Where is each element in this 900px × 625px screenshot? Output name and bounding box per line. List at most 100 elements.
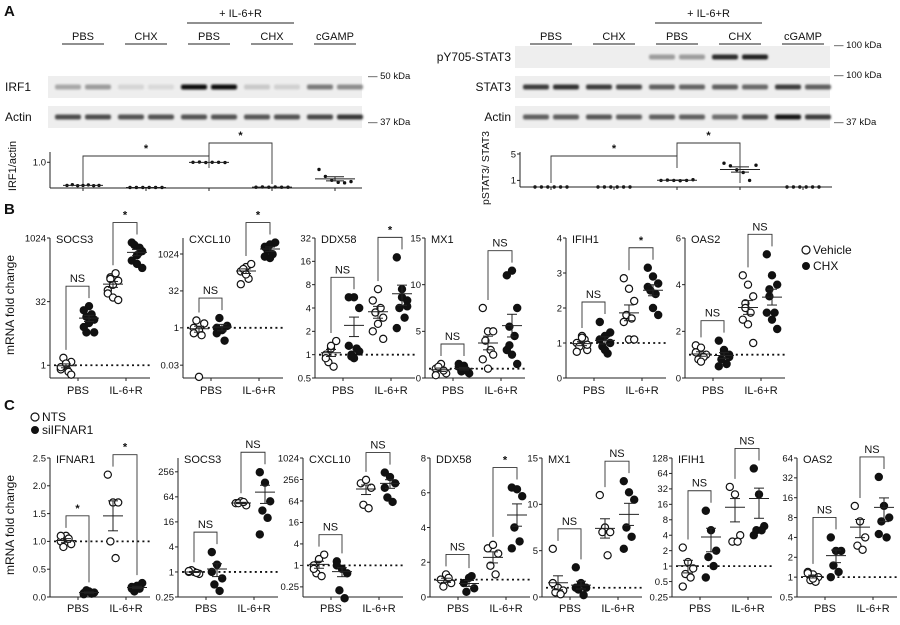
kda-marker: — 37 kDa [368, 117, 411, 128]
significance-label: NS [323, 522, 338, 534]
data-point-filled [834, 567, 843, 577]
x-tick-label: IL-6+R [856, 603, 889, 615]
data-point-filled [619, 476, 629, 486]
plot-title: IFNAR1 [56, 454, 95, 466]
y-tick-label: 4 [306, 303, 311, 314]
x-tick-label: IL-6+R [625, 385, 658, 397]
y-tick-label: 2 [306, 327, 311, 338]
data-point-open [686, 573, 695, 582]
data-point-filled [571, 583, 581, 592]
kda-marker: — 37 kDa [834, 117, 877, 128]
open-circle-marker-icon [801, 245, 811, 255]
data-point [70, 182, 75, 187]
panel-label-a: A [4, 3, 15, 20]
y-tick-label: 0.03 [161, 360, 180, 371]
data-point-open [488, 540, 498, 550]
data-point-filled [627, 532, 636, 541]
y-tick-label: 4 [676, 280, 681, 291]
plot-title: SOCS3 [56, 234, 93, 246]
data-point [754, 163, 758, 167]
y-tick-label: 2.0 [33, 481, 46, 492]
y-tick-label: 16 [782, 493, 793, 504]
group-label: PBS [540, 31, 562, 43]
data-point-filled [380, 483, 389, 492]
data-point-open [696, 357, 706, 366]
x-tick-label: IL-6+R [242, 385, 275, 397]
y-axis-label: mRNA fold change [3, 255, 17, 355]
data-point-filled [340, 594, 349, 603]
blot-band [148, 114, 174, 120]
data-point-filled [654, 279, 663, 288]
y-tick-label: 1 [557, 338, 562, 349]
data-point-filled [255, 468, 264, 477]
y-tick-label: 4 [421, 523, 426, 534]
data-point-open [199, 319, 209, 328]
scatter-plot-cxcl10: 0.03 1 32 1024 CXCL10 PBS IL-6+R NS * [158, 210, 283, 397]
x-tick-label: PBS [447, 603, 469, 615]
data-point-open [730, 490, 740, 499]
data-point-open [478, 303, 487, 313]
y-axis-label: IRF1/actin [7, 141, 19, 191]
data-point-open [606, 527, 615, 537]
blot-band [712, 114, 738, 120]
data-point-filled [510, 331, 519, 341]
data-point-open [743, 280, 753, 289]
plot-title: IFIH1 [678, 454, 705, 466]
plot-title: CXCL10 [189, 234, 231, 246]
blot-band [742, 84, 768, 90]
data-point-open [368, 327, 377, 336]
x-tick-label: IL-6+R [731, 603, 764, 615]
y-tick-label: 1.0 [33, 158, 46, 169]
blot-band [523, 84, 549, 90]
blot-band [586, 114, 612, 120]
y-tick-label: 2 [557, 303, 562, 314]
data-point-filled [215, 313, 224, 323]
y-tick-label: 32 [782, 473, 793, 484]
y-tick-label: 8 [663, 515, 668, 526]
data-point-filled [714, 362, 724, 371]
data-point-filled [722, 359, 731, 369]
data-point-filled [874, 472, 884, 482]
y-tick-label: 10 [410, 280, 421, 291]
data-point-filled [701, 506, 711, 515]
blot-band [85, 114, 111, 120]
data-point-filled [258, 506, 267, 515]
data-point [349, 179, 353, 184]
data-point-open [236, 280, 245, 289]
y-tick-label: 5 [533, 546, 538, 557]
significance-bracket [747, 233, 773, 268]
data-point-filled [137, 263, 147, 273]
kda-marker: — 100 kDa [834, 70, 882, 81]
y-tick-label: 0.5 [655, 577, 668, 588]
x-tick-label: PBS [442, 385, 464, 397]
blot-band [586, 84, 612, 90]
data-point-filled [344, 341, 353, 351]
y-tick-label: 1024 [25, 233, 46, 244]
blot-band [337, 84, 363, 90]
significance-label: * [144, 143, 149, 155]
blot-band [274, 114, 300, 120]
y-tick-label: 4 [169, 542, 174, 553]
data-point-filled [212, 329, 221, 338]
y-tick-label: 6 [421, 488, 426, 499]
significance-bracket [112, 222, 138, 266]
data-point-open [619, 274, 629, 283]
significance-bracket [330, 276, 355, 334]
significance-label: NS [752, 221, 767, 233]
scatter-plot-ifih1: 0.25 0.5 1 2 4 8 16 32 64 128 IFIH1 PBS IL-6+R NS NS [650, 435, 772, 615]
blot-band [616, 114, 642, 120]
data-point-open [595, 490, 605, 500]
data-point-filled [84, 301, 94, 311]
data-point-filled [518, 492, 527, 501]
data-point-filled [207, 547, 216, 557]
treatment-label: + IL-6+R [687, 8, 730, 20]
data-point-open [630, 335, 639, 344]
significance-bracket [700, 320, 725, 338]
x-tick-label: PBS [67, 385, 89, 397]
group-label: CHX [602, 31, 626, 43]
data-point-filled [709, 561, 718, 571]
data-point-open [189, 329, 198, 338]
data-point-filled [215, 586, 224, 596]
data-point-filled [512, 485, 522, 494]
significance-bracket [487, 250, 513, 300]
